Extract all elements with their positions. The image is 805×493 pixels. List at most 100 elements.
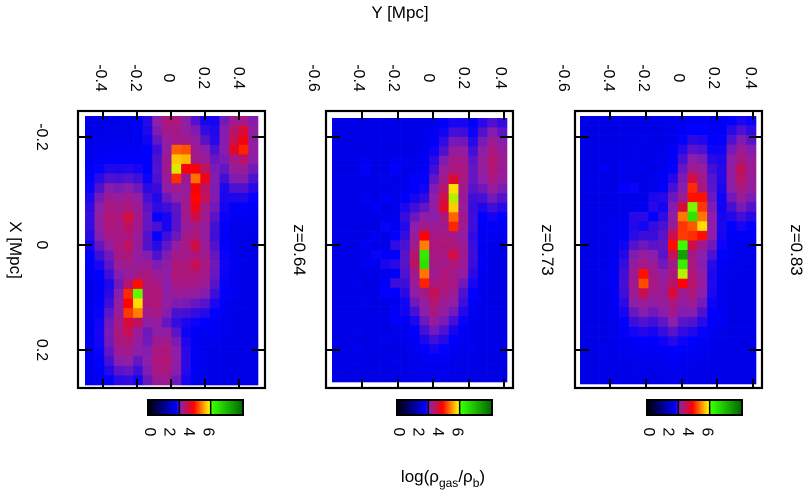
- heatmap-cell: [190, 116, 201, 126]
- heatmap-cell: [487, 127, 498, 138]
- heatmap-cell: [599, 230, 610, 241]
- heatmap-cell: [209, 144, 220, 155]
- heatmap-cell: [677, 345, 688, 356]
- heatmap-cell: [190, 212, 201, 222]
- heatmap-cell: [142, 346, 153, 357]
- heatmap-cell: [123, 327, 134, 338]
- heatmap-cell: [390, 250, 401, 260]
- heatmap-cell: [580, 288, 591, 299]
- heatmap-cell: [687, 317, 698, 327]
- heatmap-cell: [380, 155, 391, 166]
- heatmap-cell: [123, 202, 134, 213]
- colorbar-gradient: [646, 399, 743, 416]
- heatmap-cell: [238, 288, 249, 299]
- heatmap-cell: [726, 307, 737, 318]
- heatmap-cell: [171, 336, 182, 347]
- heatmap-cell: [181, 202, 192, 213]
- heatmap-cell: [238, 135, 249, 146]
- heatmap-cell: [448, 136, 459, 147]
- heatmap-cell: [390, 363, 401, 373]
- heatmap-cell: [599, 355, 610, 366]
- heatmap-cell: [429, 372, 440, 383]
- heatmap-cell: [238, 125, 249, 136]
- heatmap-cell: [181, 308, 192, 319]
- heatmap-cell: [380, 268, 391, 279]
- heatmap-cell: [628, 326, 639, 337]
- heatmap-cell: [726, 297, 737, 308]
- heatmap-cell: [458, 118, 469, 128]
- heatmap-cell: [697, 326, 708, 337]
- heatmap-cell: [668, 288, 679, 299]
- heatmap-cell: [599, 345, 610, 356]
- heatmap-cell: [458, 372, 469, 383]
- heatmap-cell: [599, 259, 610, 270]
- heatmap-cell: [599, 163, 610, 174]
- heatmap-cell: [209, 279, 220, 290]
- heatmap-cell: [580, 221, 591, 232]
- heatmap-cell: [497, 212, 508, 223]
- heatmap-cell: [209, 164, 220, 174]
- heatmap-cell: [697, 259, 708, 270]
- heatmap-cell: [209, 240, 220, 251]
- heatmap-cell: [438, 212, 449, 223]
- heatmap-cell: [94, 298, 105, 309]
- heatmap-cell: [181, 231, 192, 242]
- heatmap-cell: [142, 250, 153, 261]
- heatmap-cell: [589, 125, 600, 136]
- heatmap-cell: [726, 125, 737, 136]
- colorbar-tick-label: 6: [200, 428, 217, 437]
- heatmap-cell: [200, 308, 211, 319]
- heatmap-cell: [648, 144, 659, 155]
- heatmap-cell: [438, 363, 449, 373]
- heatmap-cell: [497, 353, 508, 364]
- heatmap-cell: [361, 297, 372, 307]
- heatmap-cell: [687, 278, 698, 289]
- heatmap-cell: [487, 353, 498, 364]
- heatmap-cell: [419, 325, 430, 336]
- heatmap-cell: [448, 259, 459, 270]
- heatmap-cell: [429, 155, 440, 166]
- heatmap-cell: [332, 316, 343, 326]
- heatmap-cell: [619, 135, 630, 146]
- heatmap-cell: [209, 336, 220, 347]
- heatmap-cell: [181, 173, 192, 184]
- heatmap-cell: [716, 192, 727, 203]
- heatmap-cell: [458, 202, 469, 213]
- heatmap-cell: [599, 240, 610, 251]
- y-tick-label: -0.4: [92, 64, 109, 92]
- heatmap-cell: [133, 288, 143, 299]
- heatmap-cell: [380, 250, 391, 260]
- heatmap-cell: [668, 259, 679, 270]
- heatmap-cell: [400, 287, 411, 298]
- heatmap-cell: [361, 136, 372, 147]
- heatmap-cell: [248, 183, 259, 194]
- heatmap-cell: [716, 326, 727, 337]
- heatmap-cell: [707, 336, 718, 347]
- heatmap-cell: [85, 250, 95, 261]
- heatmap-cell: [400, 268, 411, 279]
- heatmap-cell: [133, 250, 143, 261]
- heatmap-cell: [648, 192, 659, 203]
- heatmap-cell: [716, 173, 727, 184]
- heatmap-cell: [497, 268, 508, 279]
- heatmap-cell: [341, 127, 352, 138]
- heatmap-cell: [190, 327, 201, 338]
- heatmap-cell: [380, 136, 391, 147]
- heatmap-cell: [409, 278, 420, 289]
- heatmap-cell: [248, 336, 259, 347]
- heatmap-cell: [351, 287, 362, 298]
- heatmap-cell: [219, 279, 230, 290]
- heatmap-cell: [409, 316, 420, 326]
- heatmap-cell: [697, 307, 708, 318]
- heatmap-cell: [229, 346, 240, 357]
- heatmap-cell: [429, 231, 440, 241]
- heatmap-cell: [697, 230, 708, 241]
- heatmap-cell: [448, 146, 459, 157]
- heatmap-cell: [152, 164, 163, 174]
- heatmap-cell: [448, 297, 459, 307]
- heatmap-cell: [599, 125, 610, 136]
- heatmap-cell: [142, 260, 153, 271]
- heatmap-cell: [229, 173, 240, 184]
- redshift-label: z=0.64: [290, 224, 309, 276]
